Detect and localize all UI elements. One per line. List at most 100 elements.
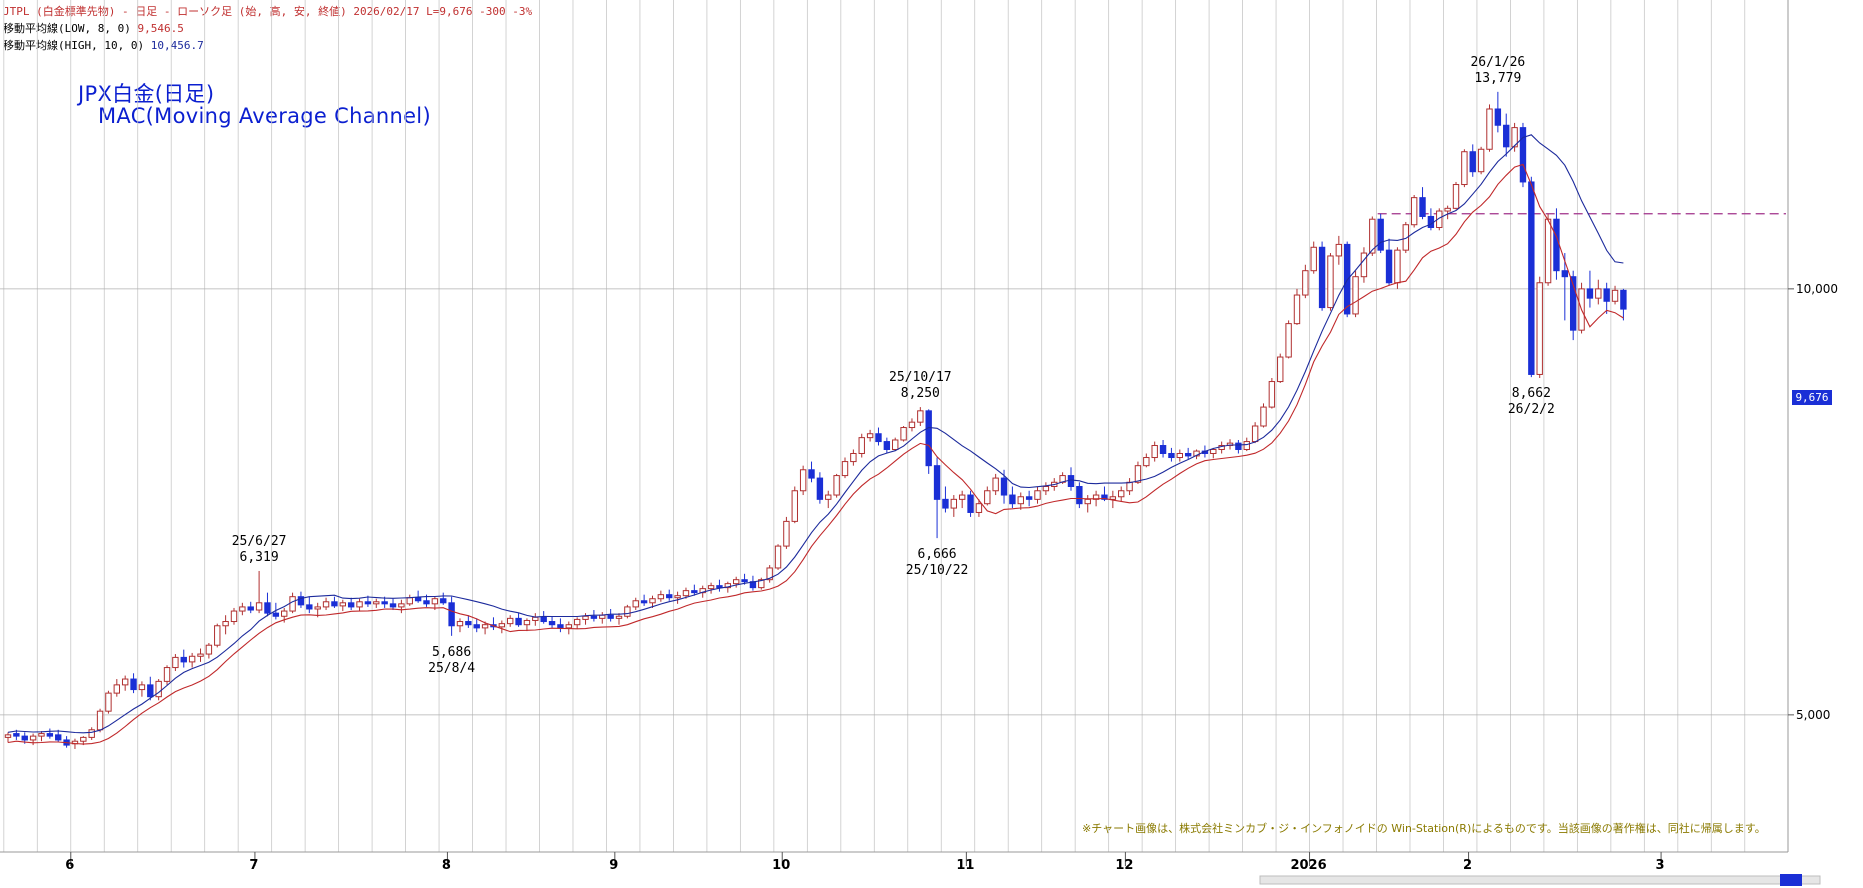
candle-body-down <box>883 441 891 450</box>
candle-body-up <box>615 615 623 619</box>
candle-body-down <box>1025 496 1033 500</box>
candle-body-down <box>1184 452 1192 457</box>
candle-body-up <box>230 610 238 623</box>
candle <box>1318 241 1326 311</box>
candle <box>214 623 221 648</box>
chart-title: JPX白金(日足) <box>78 82 215 106</box>
candle-body-up <box>724 583 732 589</box>
candle-body-down <box>473 624 480 629</box>
ma-low-line <box>7 163 1624 745</box>
candle <box>188 652 196 668</box>
candle <box>1436 208 1443 231</box>
candle-body-down <box>1419 197 1426 217</box>
candle <box>1042 482 1050 496</box>
candle <box>490 617 497 631</box>
candle-body-down <box>414 597 422 602</box>
candle-body-up <box>80 736 87 742</box>
candle <box>1469 144 1476 177</box>
candle-body-up <box>582 615 589 620</box>
candle-body-up <box>984 490 991 505</box>
candle <box>1218 441 1225 454</box>
candle-body-down <box>1235 442 1242 450</box>
annotation-value: 8,250 <box>901 386 940 401</box>
candle-body-up <box>858 437 865 454</box>
candle-body-down <box>925 410 932 467</box>
candle-body-down <box>1101 494 1108 500</box>
candle <box>799 465 807 496</box>
candle-body-down <box>331 601 338 607</box>
candle-body-down <box>1469 151 1476 173</box>
candle <box>640 594 648 606</box>
candles <box>4 91 1627 749</box>
candle <box>707 582 715 594</box>
candle <box>297 591 305 608</box>
candle <box>1377 213 1384 254</box>
candle-body-up <box>1293 294 1301 325</box>
candle <box>883 437 891 454</box>
candle <box>63 736 70 748</box>
candle <box>1151 441 1158 462</box>
candle <box>406 594 413 606</box>
candle <box>808 461 815 483</box>
candle <box>1277 353 1284 383</box>
chart-header-line: JTPL (白金標準先物) - 日足 - ローソク足 (始, 高, 安, 終値)… <box>3 5 533 18</box>
candle-body-up <box>1335 243 1343 257</box>
candle <box>1310 241 1317 274</box>
candle <box>440 592 447 605</box>
candle <box>398 599 405 614</box>
candle-body-down <box>640 600 648 604</box>
horizontal-scrollbar[interactable] <box>1259 875 1821 885</box>
candle <box>1335 235 1343 265</box>
candle <box>850 449 857 466</box>
candle-body-down <box>691 590 698 594</box>
candle <box>448 596 455 636</box>
candle-body-up <box>255 602 263 611</box>
candle-body-down <box>180 656 187 663</box>
candle-body-down <box>557 624 564 629</box>
candle <box>1009 486 1016 509</box>
candle <box>1603 282 1610 314</box>
candle-body-down <box>306 604 313 610</box>
candle <box>1385 238 1393 286</box>
candle <box>942 486 949 513</box>
candle-body-up <box>406 597 413 605</box>
candle-body-up <box>1511 127 1518 148</box>
candle-body-up <box>707 585 715 590</box>
annotation-value: 6,666 <box>917 547 956 562</box>
candle <box>155 679 162 701</box>
candle <box>1109 490 1117 509</box>
candle-body-up <box>992 477 999 492</box>
candle <box>1486 104 1493 152</box>
candle-body-up <box>674 595 681 599</box>
annotation-date: 26/1/26 <box>1470 55 1525 70</box>
candle <box>540 611 547 624</box>
candle <box>239 602 246 616</box>
candle <box>230 607 238 625</box>
candle-body-up <box>322 601 330 608</box>
candle-body-down <box>1427 215 1435 228</box>
candle <box>1528 176 1535 378</box>
candle <box>247 601 254 614</box>
candle-body-up <box>507 617 514 625</box>
scrollbar-thumb[interactable] <box>1780 874 1802 886</box>
candle-body-down <box>590 615 598 619</box>
candle-body-up <box>975 503 983 513</box>
annotation-date: 25/10/17 <box>889 370 952 385</box>
candle-body-down <box>1318 246 1326 309</box>
candle <box>624 604 631 619</box>
candle-body-up <box>1486 108 1493 150</box>
candle <box>46 728 54 739</box>
candle <box>113 679 121 697</box>
candle-body-down <box>816 477 824 500</box>
candle-body-down <box>297 596 305 606</box>
candle <box>917 407 924 426</box>
candle <box>1519 122 1527 188</box>
candle-body-up <box>573 618 581 626</box>
candle-body-up <box>1310 246 1317 272</box>
price-gridlines <box>0 288 1788 716</box>
candle <box>1595 279 1602 305</box>
candle-body-up <box>498 623 506 628</box>
candle <box>197 648 204 662</box>
candle-body-down <box>1168 452 1175 459</box>
